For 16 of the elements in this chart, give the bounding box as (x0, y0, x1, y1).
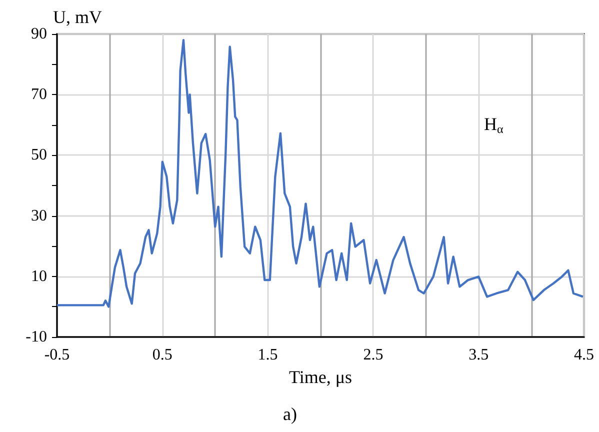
y-tick-label: 10 (31, 268, 47, 285)
y-tick-label: 50 (31, 146, 47, 164)
y-tick-label: -10 (26, 328, 47, 346)
x-tick-label: 0.5 (152, 346, 172, 364)
y-tick-label: 90 (31, 26, 47, 42)
x-tick-label: 4.5 (574, 346, 594, 364)
y-axis-title: U, mV (53, 7, 102, 27)
x-axis-title: Time, μs (288, 366, 352, 387)
x-tick-label: 1.5 (258, 346, 278, 364)
x-tick-label: 3.5 (468, 346, 489, 364)
y-tick-label: 70 (31, 86, 47, 104)
text: a) (283, 404, 297, 424)
x-tick-label: 2.5 (363, 346, 384, 364)
x-tick-label: -0.5 (44, 346, 70, 364)
line-series (56, 38, 584, 308)
y-tick-label: 30 (31, 207, 47, 224)
